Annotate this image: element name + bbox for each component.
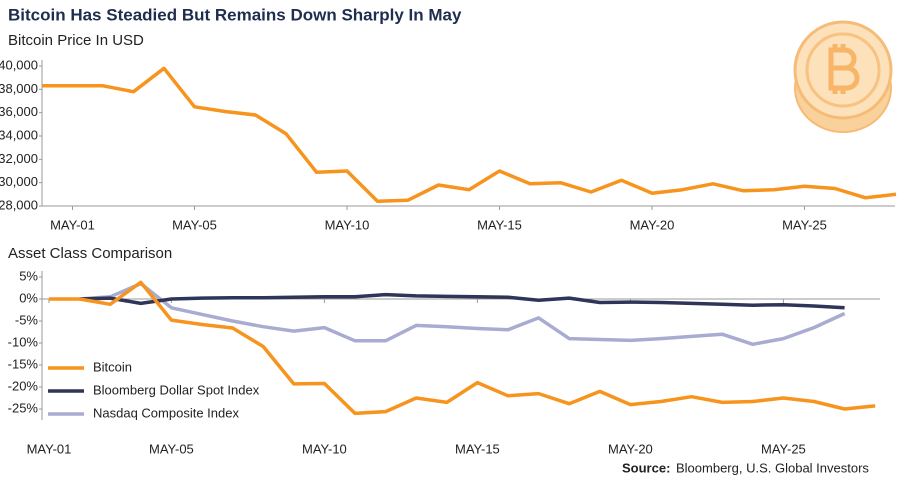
y-tick-label: -25% bbox=[8, 400, 39, 415]
x-tick-label: MAY-05 bbox=[149, 441, 194, 456]
x-tick-label: MAY-20 bbox=[630, 217, 675, 232]
source-label: Source: bbox=[622, 460, 670, 475]
bitcoin-logo bbox=[793, 20, 893, 133]
x-tick-label: MAY-25 bbox=[782, 217, 827, 232]
series-line bbox=[42, 66, 897, 204]
subtitle: Bitcoin Price In USD bbox=[8, 32, 144, 49]
x-tick-label: MAY-01 bbox=[27, 441, 72, 456]
series-line bbox=[79, 281, 846, 347]
x-tick-label: MAY-10 bbox=[302, 441, 347, 456]
y-tick-label: -5% bbox=[15, 312, 39, 327]
legend-label: Nasdaq Composite Index bbox=[93, 405, 239, 420]
y-tick-label: $34,000 bbox=[0, 127, 38, 142]
subtitle: Asset Class Comparison bbox=[8, 245, 172, 262]
y-tick-label: $40,000 bbox=[0, 57, 38, 72]
x-tick-label: MAY-20 bbox=[608, 441, 653, 456]
x-tick-label: MAY-10 bbox=[325, 217, 370, 232]
y-tick-label: $28,000 bbox=[0, 197, 38, 212]
series-line bbox=[49, 280, 876, 416]
page-title: Bitcoin Has Steadied But Remains Down Sh… bbox=[8, 5, 462, 24]
series-line bbox=[79, 292, 845, 310]
y-tick-label: $36,000 bbox=[0, 104, 38, 119]
x-tick-label: MAY-01 bbox=[50, 217, 95, 232]
y-tick-label: 0% bbox=[19, 290, 38, 305]
x-tick-label: MAY-15 bbox=[477, 217, 522, 232]
y-tick-label: -20% bbox=[8, 378, 39, 393]
y-tick-label: 5% bbox=[19, 268, 38, 283]
y-tick-label: $38,000 bbox=[0, 81, 38, 96]
x-tick-label: MAY-25 bbox=[761, 441, 806, 456]
legend-label: Bloomberg Dollar Spot Index bbox=[93, 382, 260, 397]
x-tick-label: MAY-05 bbox=[172, 217, 217, 232]
x-tick-label: MAY-15 bbox=[455, 441, 500, 456]
source-text: Bloomberg, U.S. Global Investors bbox=[676, 460, 869, 475]
y-tick-label: $32,000 bbox=[0, 151, 38, 166]
y-tick-label: -10% bbox=[8, 334, 39, 349]
y-tick-label: $30,000 bbox=[0, 174, 38, 189]
y-tick-label: -15% bbox=[8, 356, 39, 371]
legend-label: Bitcoin bbox=[93, 359, 132, 374]
